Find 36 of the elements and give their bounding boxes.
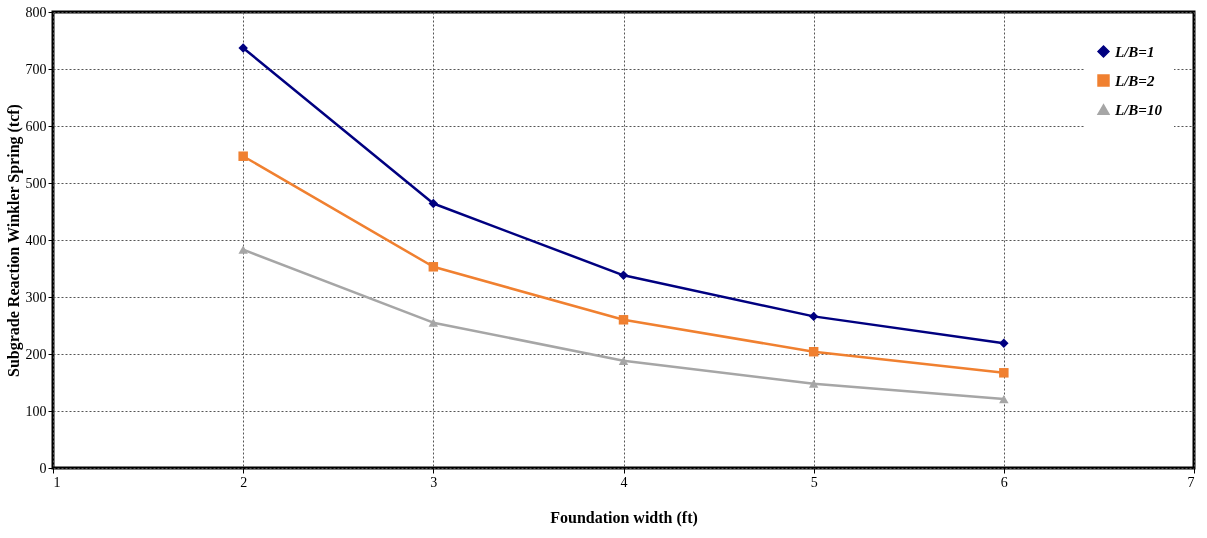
point [428, 262, 439, 272]
point [428, 318, 439, 327]
point [238, 43, 248, 53]
point [999, 394, 1009, 404]
point [618, 270, 629, 281]
legend-label: L/B=2 [1114, 72, 1155, 89]
x-tick-label: 1 [53, 474, 61, 490]
y-tick-label: 100 [25, 403, 47, 419]
x-axis-title: Foundation width (ft) [550, 508, 698, 527]
point [238, 151, 248, 161]
y-tick-label: 800 [25, 4, 47, 20]
point [428, 198, 439, 209]
point [238, 245, 248, 254]
point [618, 315, 629, 325]
point [808, 379, 819, 388]
y-tick-label: 300 [25, 289, 47, 305]
x-tick-label: 5 [810, 474, 818, 490]
y-tick-label: 400 [25, 232, 47, 248]
x-tick-label: 6 [1000, 474, 1008, 490]
point [808, 346, 819, 357]
legend-label: L/B=1 [1114, 43, 1155, 60]
x-tick-label: 2 [240, 474, 248, 490]
y-tick-label: 0 [39, 460, 47, 476]
point [618, 356, 629, 365]
y-axis-title: Subgrade Reaction Winkler Spring (tcf) [4, 104, 23, 377]
point [808, 311, 819, 322]
x-tick-label: 4 [620, 474, 628, 490]
point [999, 368, 1009, 378]
y-tick-label: 200 [25, 346, 47, 362]
y-tick-label: 500 [25, 175, 47, 191]
x-tick-label: 7 [1187, 474, 1195, 490]
x-tick-label: 3 [430, 474, 438, 490]
legend-label: L/B=10 [1114, 101, 1163, 118]
y-tick-label: 700 [25, 61, 47, 77]
y-tick-label: 600 [25, 118, 47, 134]
point [999, 338, 1009, 348]
